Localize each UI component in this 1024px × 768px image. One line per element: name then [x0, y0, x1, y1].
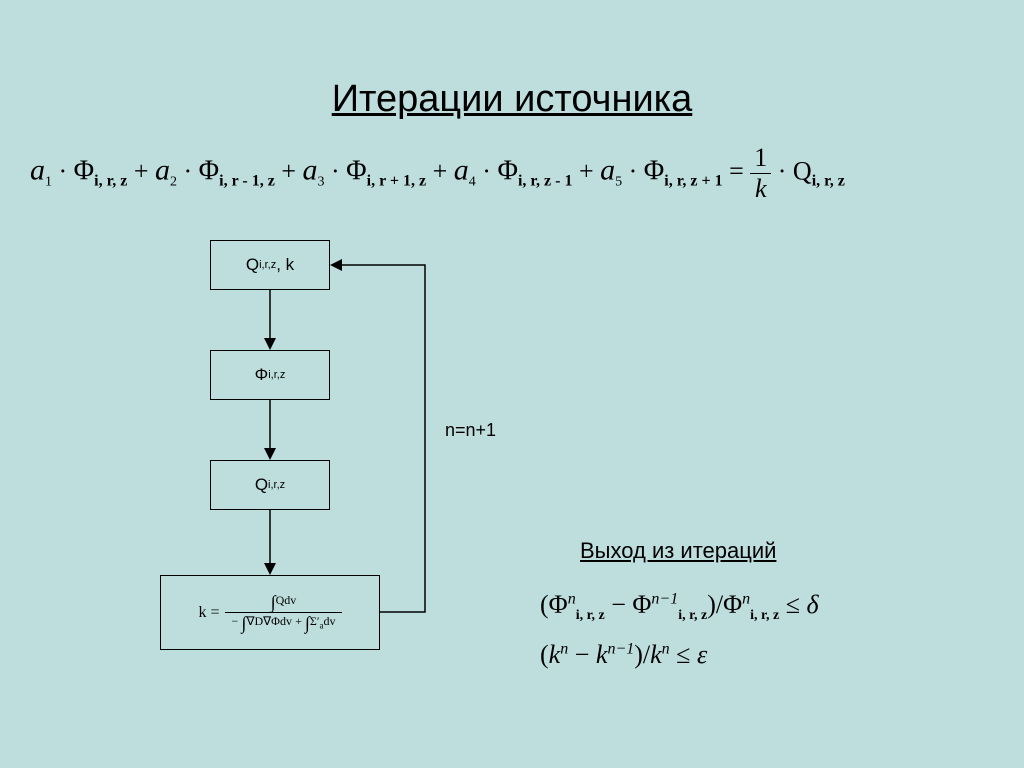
exit-eq-phi: (Φni, r, z − Φn−1i, r, z)/Φni, r, z ≤ δ	[540, 590, 819, 624]
loop-label: n=n+1	[445, 420, 496, 441]
flowchart-node-keq: k = ∫Qdv − ∫∇D∇Φdv + ∫Σ′adv	[160, 575, 380, 650]
flowchart-node-phi: Φi,r,z	[210, 350, 330, 400]
flowchart-node-qk: Qi,r,z , k	[210, 240, 330, 290]
exit-eq-k: (kn − kn−1)/kn ≤ ε	[540, 640, 707, 670]
flowchart-node-q: Qi,r,z	[210, 460, 330, 510]
exit-title: Выход из итераций	[580, 538, 776, 564]
page-title: Итерации источника	[0, 78, 1024, 121]
main-equation: a1 · Φi, r, z + a2 · Φi, r - 1, z + a3 ·…	[30, 145, 994, 202]
flowchart: Qi,r,z , k Φi,r,z Qi,r,z k = ∫Qdv − ∫∇D∇…	[160, 230, 510, 700]
